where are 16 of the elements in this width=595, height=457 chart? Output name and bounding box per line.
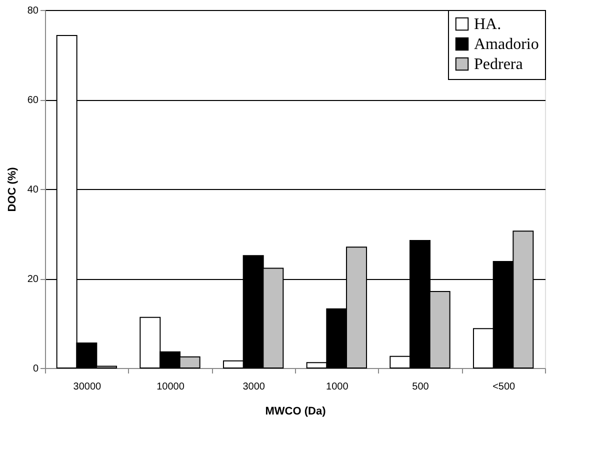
y-tick-label: 60 bbox=[27, 95, 39, 106]
legend-label: Pedrera bbox=[474, 56, 523, 73]
x-tick-label: <500 bbox=[492, 382, 516, 392]
x-tick-label: 1000 bbox=[326, 382, 349, 392]
y-tick-label: 0 bbox=[32, 364, 39, 374]
x-axis-title: MWCO (Da) bbox=[265, 406, 326, 418]
y-axis-title: DOC (%) bbox=[6, 166, 18, 212]
x-tick-label: 30000 bbox=[73, 382, 102, 392]
x-tick-label: 500 bbox=[412, 382, 430, 392]
y-tick-label: 80 bbox=[27, 6, 39, 16]
legend-label: Amadorio bbox=[474, 36, 539, 53]
x-tick-label: 3000 bbox=[242, 382, 266, 392]
x-tick-label: 10000 bbox=[156, 382, 185, 392]
legend-label: HA. bbox=[474, 16, 502, 33]
y-tick-label: 40 bbox=[27, 184, 39, 196]
y-tick-label: 20 bbox=[27, 274, 39, 285]
